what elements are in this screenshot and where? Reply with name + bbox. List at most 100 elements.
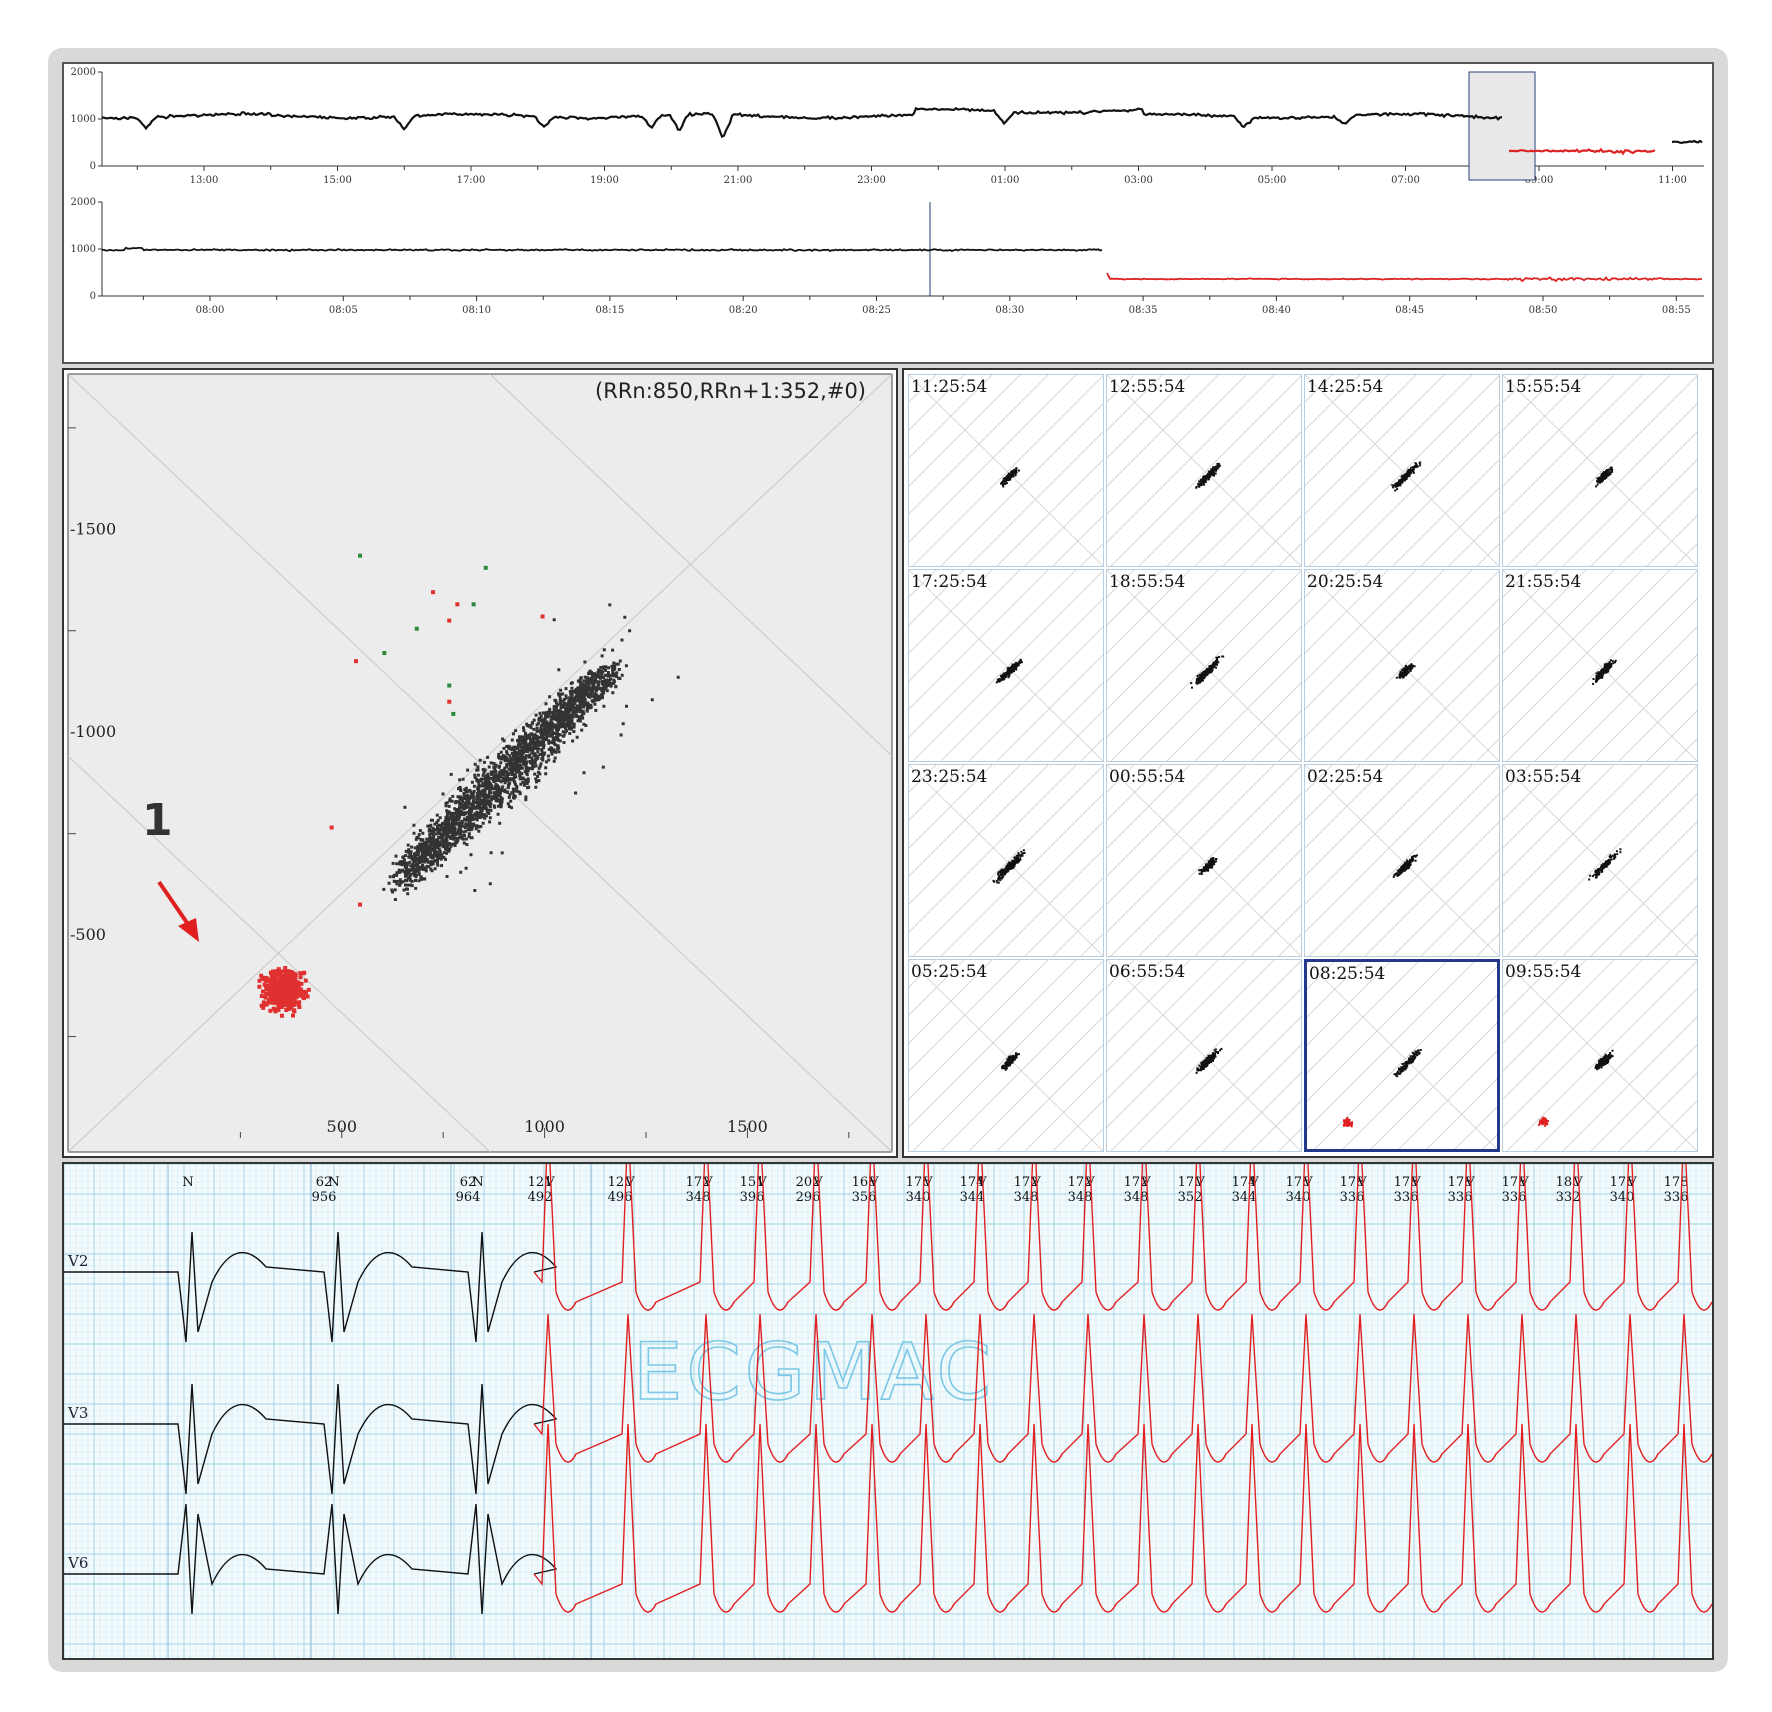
diagonal-gridline: [1166, 821, 1301, 956]
diagonal-gridline: [1107, 960, 1275, 1128]
diagonal-gridline: [1250, 1100, 1301, 1151]
hourly-plot-svg: [1503, 570, 1697, 761]
hourly-plot-cell[interactable]: 09:55:54: [1502, 959, 1698, 1152]
diagonal-gridline: [909, 765, 1049, 905]
trend-line-normal: [101, 106, 1503, 139]
hourly-plot-svg: [909, 960, 1103, 1151]
diagonal-gridline: [1138, 403, 1301, 566]
hourly-plot-cell[interactable]: 00:55:54: [1106, 764, 1302, 957]
diagonal-gridline: [1308, 375, 1499, 566]
x-tick-label: 500: [327, 1117, 358, 1136]
hourly-plot-cell[interactable]: 03:55:54: [1502, 764, 1698, 957]
y-tick-label: 1000: [71, 244, 96, 255]
diagonal-gridline: [1307, 962, 1475, 1130]
diagonal-gridline: [1506, 765, 1697, 956]
diagonal-gridline: [912, 375, 1103, 566]
diagonal-gridline: [1503, 960, 1559, 1016]
hourly-plot-cell[interactable]: 23:25:54: [908, 764, 1104, 957]
hourly-plot-cell[interactable]: 14:25:54: [1304, 374, 1500, 567]
outlier-red: [329, 825, 334, 830]
hourly-lorenz-grid[interactable]: 11:25:54 12:55:54 14:25:54 15:55:54 17:25:54…: [902, 368, 1714, 1158]
hourly-plot-cell[interactable]: 20:25:54: [1304, 569, 1500, 762]
beat-rr-interval: 336: [1502, 1190, 1527, 1205]
diagonal-gridline: [1107, 765, 1247, 905]
hourly-plot-cell[interactable]: 21:55:54: [1502, 569, 1698, 762]
hourly-normal-points: [1195, 1047, 1223, 1074]
diagonal-gridline: [1194, 459, 1301, 566]
beat-label: V: [1356, 1175, 1367, 1190]
hourly-plot-cell[interactable]: 05:25:54: [908, 959, 1104, 1152]
diagonal-gridline: [1194, 1044, 1301, 1151]
ecg-trace-ventricular: [533, 1423, 1713, 1613]
hourly-plot-cell[interactable]: 12:55:54: [1106, 374, 1302, 567]
hourly-plot-time: 14:25:54: [1307, 377, 1384, 397]
diagonal-gridline: [1534, 598, 1697, 761]
hourly-plot-svg: [1503, 765, 1697, 956]
beat-rr-interval: 964: [456, 1190, 481, 1205]
hourly-plot-cell[interactable]: 02:25:54: [1304, 764, 1500, 957]
x-tick-label: 05:00: [1258, 175, 1287, 186]
diagonal-gridline: [1138, 793, 1301, 956]
hourly-plot-cell[interactable]: 17:25:54: [908, 569, 1104, 762]
diagonal-gridline: [909, 960, 1021, 1072]
ecg-strip-panel[interactable]: ECGMAC N 62 956 N 62 964 N 121 492 V 120 496 V 172 348 V…: [62, 1121, 1714, 1660]
hourly-normal-points: [1190, 655, 1225, 689]
x-tick-label: 03:00: [1124, 175, 1153, 186]
diagonal-gridline: [1534, 988, 1697, 1151]
diagonal-gridline: [1646, 905, 1697, 956]
y-tick-label: 0: [90, 291, 96, 302]
diagonal-gridline: [1503, 375, 1671, 543]
hourly-plot-svg: [1107, 765, 1301, 956]
lead-label: V2: [67, 1252, 88, 1270]
x-tick-label: 08:35: [1129, 305, 1158, 316]
hourly-normal-points: [1393, 1049, 1422, 1078]
diagonal-gridline: [1448, 515, 1499, 566]
diagonal-gridline: [996, 1044, 1103, 1151]
x-tick-label: 23:00: [857, 175, 886, 186]
diagonal-gridline: [1503, 765, 1559, 821]
hourly-plot-cell[interactable]: 08:25:54: [1304, 959, 1500, 1152]
x-tick-label: 09:00: [1525, 175, 1554, 186]
x-tick-label: 08:40: [1262, 305, 1291, 316]
diagonal-gridline: [1454, 1106, 1497, 1149]
hourly-plot-cell[interactable]: 15:55:54: [1502, 374, 1698, 567]
beat-label: V: [1194, 1175, 1205, 1190]
beat-label: V: [976, 1175, 987, 1190]
diagonal-gridline: [1166, 626, 1301, 761]
hourly-plot-svg: [909, 375, 1103, 566]
diagonal-gridline: [909, 570, 1077, 738]
rr-trend-chart[interactable]: 2000 1000 0 13:00 15:00 17:00 19:00 21:00 23:00 0…: [64, 64, 1712, 362]
x-tick-label: 01:00: [991, 175, 1020, 186]
diagonal-gridline: [1307, 962, 1363, 1018]
diagonal-gridline: [1305, 570, 1445, 710]
diagonal-gridline: [1503, 375, 1615, 487]
x-tick-label: 08:25: [862, 305, 891, 316]
beat-heart-rate: 178: [1664, 1175, 1689, 1190]
trend-upper: 2000 1000 0 13:00 15:00 17:00 19:00 21:00 23:00 0…: [71, 67, 1704, 186]
hourly-plot-cell[interactable]: 18:55:54: [1106, 569, 1302, 762]
diagonal-gridline: [1305, 765, 1417, 877]
trend-line-ventricular: [1508, 147, 1656, 156]
beat-rr-interval: 336: [1340, 1190, 1365, 1205]
outlier-green: [358, 553, 363, 558]
diagonal-gridline: [909, 375, 1103, 566]
hourly-plot-svg: [1503, 375, 1697, 566]
hourly-plot-cell[interactable]: 11:25:54: [908, 374, 1104, 567]
beat-label: V: [1518, 1175, 1529, 1190]
diagonal-gridline: [1107, 960, 1219, 1072]
diagonal-gridline: [1024, 487, 1103, 566]
diagonal-gridline: [489, 373, 893, 757]
lorenz-scatter-plot[interactable]: (RRn:850,RRn+1:352,#0) 500 1000 1500 -1500 -1…: [64, 370, 896, 1156]
hourly-plot-cell[interactable]: 06:55:54: [1106, 959, 1302, 1152]
diagonal-gridline: [1503, 765, 1615, 877]
rr-trend-panel[interactable]: 2000 1000 0 13:00 15:00 17:00 19:00 21:00 23:00 0…: [62, 62, 1714, 364]
lorenz-scatter-panel[interactable]: (RRn:850,RRn+1:352,#0) 500 1000 1500 -1500 -1…: [62, 368, 898, 1158]
diagonal-gridline: [1503, 375, 1559, 431]
diagonal-gridline: [1503, 960, 1697, 1151]
outlier-red: [540, 614, 545, 619]
lead-label: V3: [67, 1404, 88, 1422]
diagonal-gridline: [1503, 960, 1587, 1044]
outlier-green: [447, 683, 452, 688]
diagonal-gridline: [1250, 515, 1301, 566]
